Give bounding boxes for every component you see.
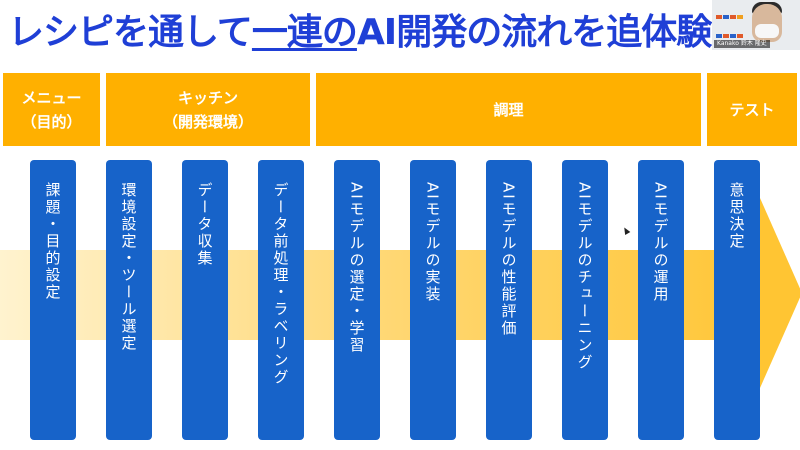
step-9-label: AIモデルの運用 [651,182,670,303]
step-1-label: 課題・目的設定 [43,182,62,301]
step-4-label: データ前処理・ラベリング [271,182,290,386]
step-5: AIモデルの選定・学習 [334,160,380,440]
step-7: AIモデルの性能評価 [486,160,532,440]
slide-title: レシピを通して一連のAI開発の流れを追体験 [8,4,712,62]
phase-kitchen: キッチン （開発環境） [106,73,310,146]
step-3-label: データ収集 [195,182,214,267]
step-10-label: 意思決定 [727,182,746,250]
webcam-thumbnail[interactable]: Kanako 鈴木 隆史 [712,0,800,50]
step-6: AIモデルの実装 [410,160,456,440]
step-3: データ収集 [182,160,228,440]
step-6-label: AIモデルの実装 [423,182,442,303]
title-part-1: レシピを通して [8,12,253,53]
phase-cooking: 調理 [316,73,701,146]
step-8-label: AIモデルのチューニング [575,182,594,371]
webcam-name-label: Kanako 鈴木 隆史 [714,40,770,48]
phase-cooking-label: 調理 [493,100,524,119]
phase-menu-label: メニュー （目的） [21,88,82,131]
step-8: AIモデルのチューニング [562,160,608,440]
phase-menu: メニュー （目的） [3,73,100,146]
title-part-2: AI開発の流れを追体験 [356,12,712,53]
phase-test: テスト [707,73,797,146]
step-2-label: 環境設定・ツール選定 [119,182,138,352]
mouse-pointer-icon [621,225,631,236]
step-2: 環境設定・ツール選定 [106,160,152,440]
flow-arrow-head-icon [760,198,800,388]
step-5-label: AIモデルの選定・学習 [347,182,366,354]
phase-test-label: テスト [729,100,775,119]
step-4: データ前処理・ラベリング [258,160,304,440]
step-7-label: AIモデルの性能評価 [499,182,518,337]
step-10: 意思決定 [714,160,760,440]
step-9: AIモデルの運用 [638,160,684,440]
background-shelf [716,6,746,50]
step-1: 課題・目的設定 [30,160,76,440]
title-underlined: 一連の [251,12,358,53]
presenter-mask [755,24,779,38]
phase-kitchen-label: キッチン （開発環境） [162,88,253,131]
